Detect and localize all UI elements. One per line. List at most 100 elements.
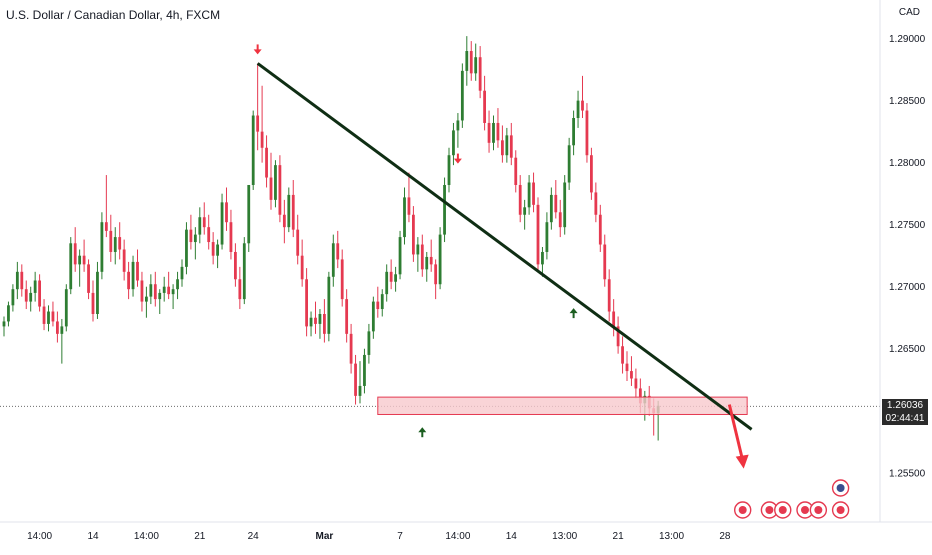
candle-body (300, 255, 304, 280)
annotations (0, 44, 880, 469)
candle-body (425, 256, 429, 270)
candle-body (460, 70, 464, 121)
candle-body (554, 194, 558, 213)
event-icon[interactable] (760, 501, 779, 519)
candle-body (118, 237, 122, 250)
price-axis[interactable]: 1.29000 1.28500 1.28000 1.27500 1.27000 1.265… (889, 34, 926, 479)
candle-body (314, 317, 317, 324)
candle-body (598, 214, 602, 245)
candle-body (207, 227, 211, 243)
event-icon-dot (836, 484, 845, 492)
candle-body (127, 271, 130, 290)
candle-body (202, 217, 206, 228)
sell-marker-2-head (453, 158, 462, 164)
event-icon[interactable] (809, 501, 828, 519)
candle-body (474, 57, 478, 74)
candle-body (113, 237, 117, 252)
candle-body (549, 194, 553, 223)
economic-events[interactable] (734, 479, 850, 519)
event-icon[interactable] (831, 479, 850, 497)
candle-body (407, 197, 411, 215)
candle-body (82, 255, 86, 265)
time-tick-label: 14 (87, 531, 99, 542)
candle-body (585, 110, 589, 156)
candle-body (616, 326, 620, 347)
price-tick-label: 1.28500 (889, 96, 926, 107)
breakdown-arrow-head (735, 454, 749, 469)
candle-body (87, 264, 90, 293)
event-icon[interactable] (774, 501, 792, 519)
candle-body (153, 284, 157, 300)
candle-body (389, 271, 393, 282)
candle-body (229, 222, 233, 252)
candle-body (443, 184, 446, 235)
candle-body (420, 244, 424, 270)
candle-body (492, 122, 495, 143)
event-icon[interactable] (796, 501, 814, 519)
candle-body (247, 184, 251, 244)
time-tick-label: 21 (194, 531, 206, 542)
candle-body (42, 306, 46, 324)
candle-body (385, 271, 389, 295)
candle-body (354, 363, 357, 396)
price-tick-label: 1.28000 (889, 158, 926, 169)
candle-body (180, 266, 184, 280)
candle-body (434, 264, 438, 285)
bar-countdown: 02:44:41 (885, 413, 925, 425)
candle-body (567, 145, 571, 183)
currency-label[interactable]: CAD (898, 7, 920, 18)
candle-body (56, 321, 59, 334)
candle-body (438, 234, 442, 285)
event-icon-dot (765, 506, 774, 514)
candle-body (416, 244, 420, 255)
candle-body (527, 182, 531, 208)
candle-body (256, 115, 260, 132)
candle-body (158, 292, 162, 300)
candle-body (242, 243, 246, 300)
candle-body (581, 100, 584, 111)
time-axis[interactable]: 14:00 14 14:00 21 24 Mar 7 14:00 14 13:00 21 13:00 2… (27, 531, 731, 542)
candle-body (24, 289, 28, 302)
candle-body (104, 222, 108, 231)
candle-body (176, 279, 179, 290)
candle-body (487, 122, 491, 143)
candle-body (594, 192, 598, 215)
candle-body (545, 222, 549, 252)
candle-body (238, 279, 242, 300)
candle-body (269, 177, 273, 200)
candle-body (532, 182, 535, 205)
time-tick-label: 14:00 (445, 531, 470, 542)
event-icon[interactable] (831, 501, 850, 519)
candle-body (216, 244, 219, 256)
candle-body (20, 271, 24, 290)
candle-body (563, 182, 567, 228)
time-tick-label: 13:00 (659, 531, 684, 542)
event-icon-dot (738, 506, 747, 514)
candle-body (447, 155, 451, 185)
candle-body (211, 242, 215, 256)
candle-body (612, 311, 616, 327)
candle-body (394, 274, 397, 282)
candle-body (131, 261, 135, 290)
candle-body (2, 321, 6, 327)
candle-body (136, 261, 139, 281)
candle-body (514, 157, 518, 185)
candle-body (296, 229, 300, 256)
candle-body (523, 207, 527, 215)
candle-body (91, 292, 95, 314)
candle-body (171, 289, 175, 295)
current-price: 1.26036 (886, 400, 924, 412)
candle-body (380, 294, 384, 310)
candle-body (7, 305, 10, 322)
candle-body (603, 244, 607, 280)
candle-body (412, 214, 415, 255)
candle-body (47, 311, 50, 324)
candle-body (38, 280, 41, 307)
time-tick-label: 28 (719, 531, 731, 542)
price-tick-label: 1.27000 (889, 282, 926, 293)
candle-body (287, 194, 291, 228)
buy-marker-2-head (418, 427, 427, 433)
price-tick-label: 1.25500 (889, 468, 926, 479)
event-icon[interactable] (734, 501, 752, 519)
